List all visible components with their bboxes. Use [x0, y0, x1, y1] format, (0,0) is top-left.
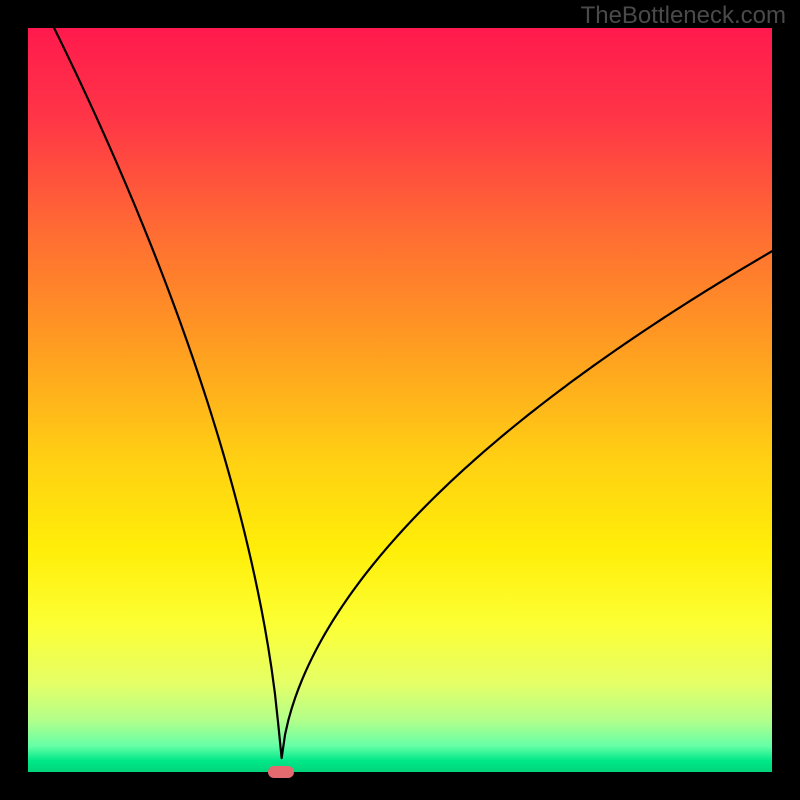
attribution-label: TheBottleneck.com — [581, 2, 786, 30]
optimal-point-marker — [268, 766, 294, 778]
heat-gradient-background — [28, 28, 772, 772]
plot-area — [28, 28, 772, 772]
chart-stage: TheBottleneck.com — [0, 0, 800, 800]
